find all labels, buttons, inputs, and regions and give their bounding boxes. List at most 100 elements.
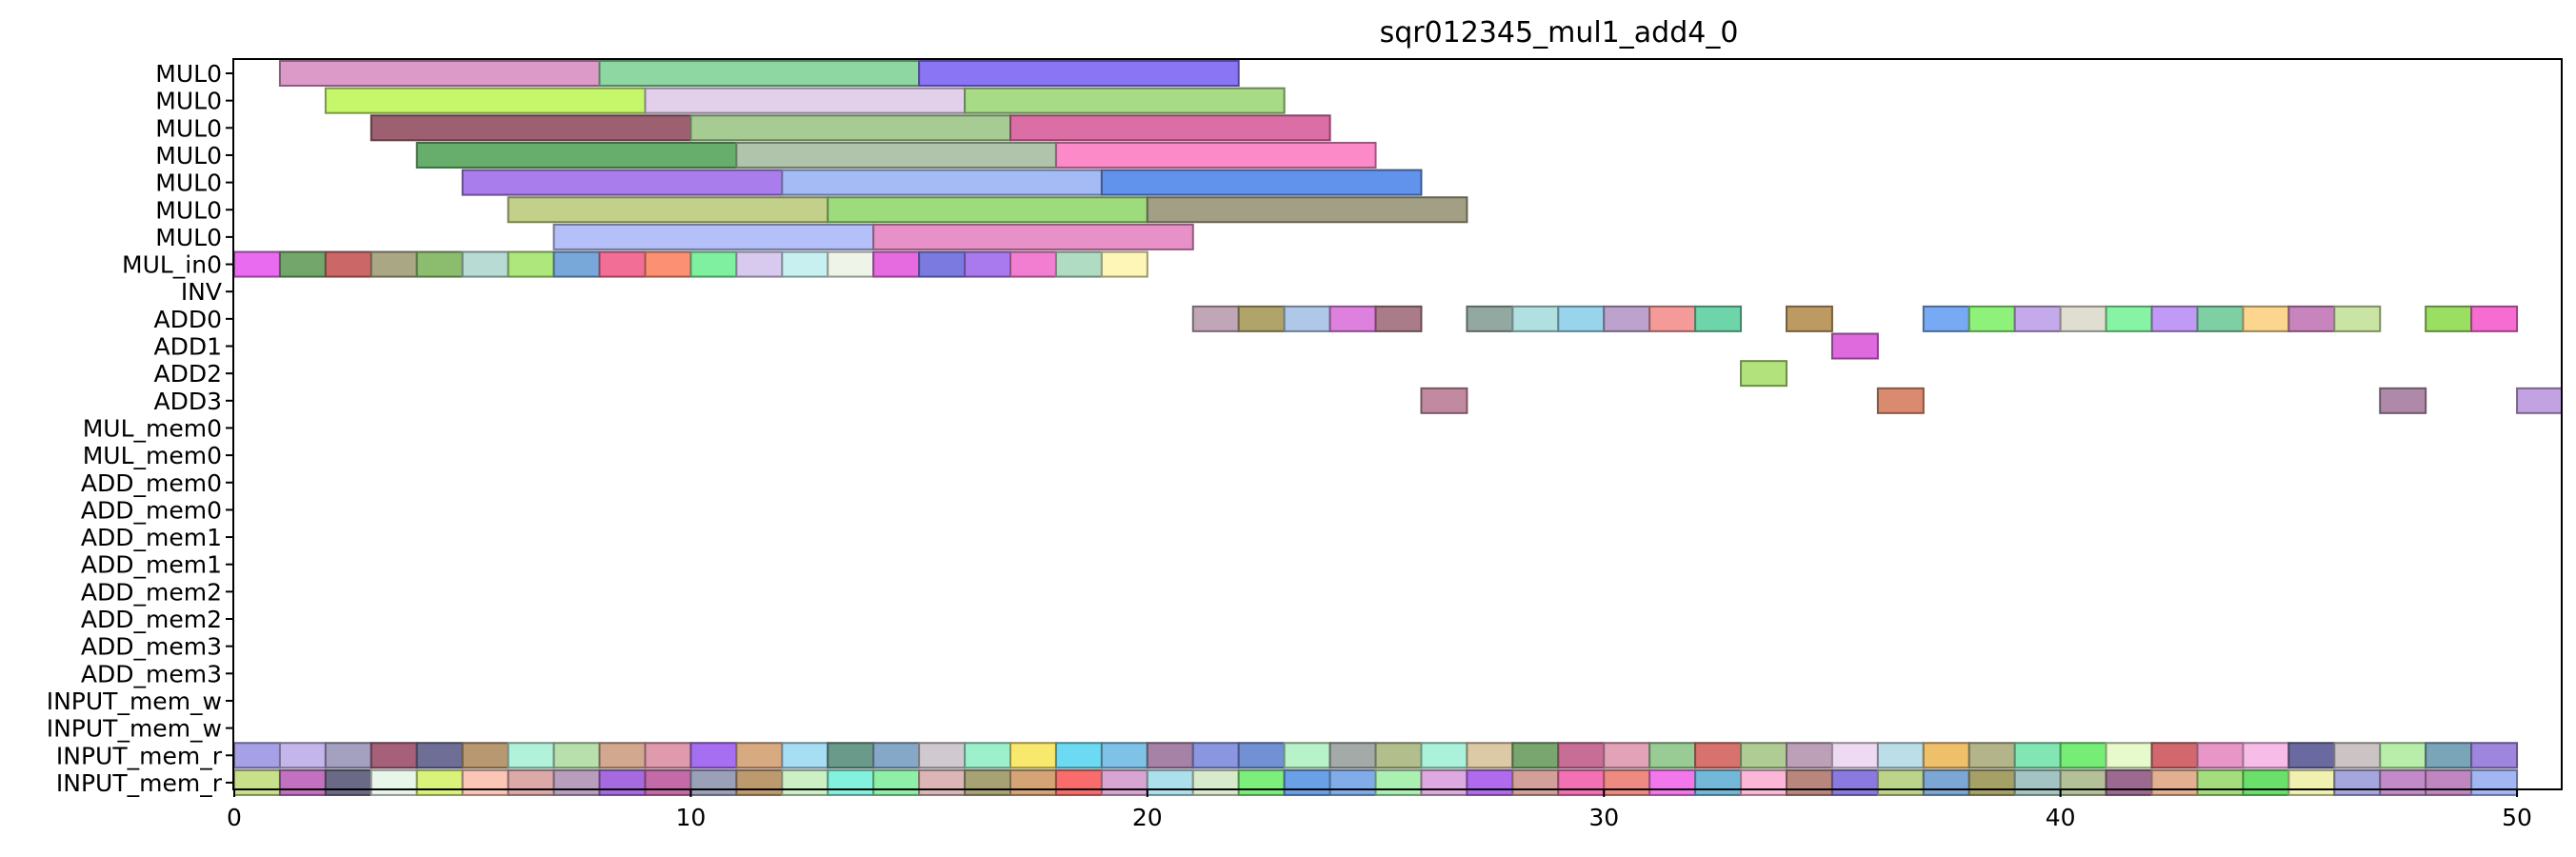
row-labels: MUL0MUL0MUL0MUL0MUL0MUL0MUL0MUL_in0INVAD… bbox=[47, 60, 233, 797]
row-label: MUL0 bbox=[155, 196, 222, 224]
task-bar-151 bbox=[1648, 768, 1697, 796]
task-bar-69 bbox=[2516, 387, 2564, 414]
task-bar-46 bbox=[1511, 305, 1560, 332]
task-bar-27 bbox=[552, 250, 601, 278]
task-bar-35 bbox=[918, 250, 967, 278]
x-tick-label: 10 bbox=[676, 804, 707, 831]
task-bar-154 bbox=[1786, 768, 1833, 796]
task-bar-41 bbox=[1237, 305, 1286, 332]
task-bar-65 bbox=[1740, 360, 1788, 388]
task-bar-133 bbox=[827, 768, 875, 796]
task-bar-130 bbox=[689, 768, 738, 796]
task-bar-16 bbox=[827, 196, 1148, 224]
task-bar-117 bbox=[2379, 742, 2427, 769]
task-bar-33 bbox=[827, 250, 875, 278]
task-bar-54 bbox=[2013, 305, 2062, 332]
row-label: MUL_mem0 bbox=[83, 442, 222, 469]
row-label: MUL_in0 bbox=[122, 251, 222, 279]
task-bar-109 bbox=[2013, 742, 2062, 769]
task-bar-84 bbox=[872, 742, 921, 769]
task-bar-132 bbox=[781, 768, 829, 796]
task-bar-158 bbox=[1967, 768, 2016, 796]
task-bar-31 bbox=[735, 250, 784, 278]
row-label: MUL0 bbox=[155, 142, 222, 169]
task-bar-68 bbox=[2379, 387, 2427, 414]
task-bar-163 bbox=[2196, 768, 2245, 796]
task-bar-94 bbox=[1328, 742, 1377, 769]
task-bar-22 bbox=[324, 250, 372, 278]
task-bar-103 bbox=[1740, 742, 1788, 769]
x-tick-label: 40 bbox=[2046, 804, 2076, 831]
task-bar-95 bbox=[1374, 742, 1423, 769]
task-bar-34 bbox=[872, 250, 921, 278]
task-bar-96 bbox=[1420, 742, 1468, 769]
task-bar-11 bbox=[1054, 141, 1377, 169]
task-bar-114 bbox=[2242, 742, 2290, 769]
row-label: INPUT_mem_r bbox=[56, 769, 223, 797]
row-label: ADD_mem3 bbox=[81, 660, 222, 688]
task-bar-73 bbox=[369, 742, 418, 769]
task-bar-105 bbox=[1830, 742, 1879, 769]
task-bar-124 bbox=[415, 768, 464, 796]
task-bar-157 bbox=[1922, 768, 1970, 796]
row-label: MUL0 bbox=[155, 60, 222, 88]
task-bar-149 bbox=[1557, 768, 1606, 796]
task-bar-162 bbox=[2150, 768, 2199, 796]
task-bar-64 bbox=[1830, 332, 1879, 360]
row-label: ADD_mem1 bbox=[81, 524, 222, 551]
task-bar-72 bbox=[324, 742, 372, 769]
task-bar-156 bbox=[1876, 768, 1925, 796]
task-bar-75 bbox=[461, 742, 509, 769]
row-label: INPUT_mem_r bbox=[56, 742, 223, 769]
task-bar-23 bbox=[369, 250, 418, 278]
chart-title: sqr012345_mul1_add4_0 bbox=[1380, 16, 1739, 50]
task-bar-120 bbox=[233, 768, 281, 796]
row-label: INPUT_mem_w bbox=[47, 715, 222, 743]
task-bar-97 bbox=[1466, 742, 1514, 769]
task-bar-48 bbox=[1603, 305, 1651, 332]
task-bar-19 bbox=[872, 223, 1194, 250]
task-bar-93 bbox=[1283, 742, 1331, 769]
task-bar-82 bbox=[781, 742, 829, 769]
task-bar-8 bbox=[1009, 114, 1331, 142]
task-bar-60 bbox=[2287, 305, 2336, 332]
x-tick-label: 30 bbox=[1588, 804, 1619, 831]
row-label: ADD3 bbox=[153, 388, 222, 415]
x-tick-label: 20 bbox=[1132, 804, 1163, 831]
task-bar-129 bbox=[644, 768, 692, 796]
task-bar-79 bbox=[644, 742, 692, 769]
task-bar-70 bbox=[233, 742, 281, 769]
task-bar-1 bbox=[598, 60, 921, 87]
task-bar-100 bbox=[1603, 742, 1651, 769]
task-bar-13 bbox=[781, 169, 1103, 196]
task-bar-29 bbox=[644, 250, 692, 278]
task-bar-14 bbox=[1100, 169, 1423, 196]
task-bar-21 bbox=[278, 250, 327, 278]
task-bar-2 bbox=[918, 60, 1240, 87]
task-bar-168 bbox=[2425, 768, 2473, 796]
task-bar-126 bbox=[507, 768, 555, 796]
task-bar-118 bbox=[2425, 742, 2473, 769]
task-bar-0 bbox=[278, 60, 601, 87]
task-bar-112 bbox=[2150, 742, 2199, 769]
task-bar-104 bbox=[1786, 742, 1833, 769]
task-bar-83 bbox=[827, 742, 875, 769]
row-label: ADD_mem1 bbox=[81, 551, 222, 579]
task-bar-136 bbox=[964, 768, 1012, 796]
x-axis-ticks: 0 10 20 30 40 50 bbox=[227, 789, 2532, 831]
task-bar-147 bbox=[1466, 768, 1514, 796]
task-bar-61 bbox=[2333, 305, 2382, 332]
task-bar-141 bbox=[1191, 768, 1240, 796]
task-bar-85 bbox=[918, 742, 967, 769]
task-bar-38 bbox=[1054, 250, 1103, 278]
task-bar-6 bbox=[369, 114, 692, 142]
task-bar-78 bbox=[598, 742, 647, 769]
row-label: ADD2 bbox=[153, 360, 222, 388]
task-bar-101 bbox=[1648, 742, 1697, 769]
task-bar-116 bbox=[2333, 742, 2382, 769]
row-label: ADD0 bbox=[153, 306, 222, 333]
row-label: MUL_mem0 bbox=[83, 414, 222, 442]
task-bar-45 bbox=[1466, 305, 1514, 332]
task-bar-160 bbox=[2059, 768, 2107, 796]
task-bar-119 bbox=[2470, 742, 2519, 769]
